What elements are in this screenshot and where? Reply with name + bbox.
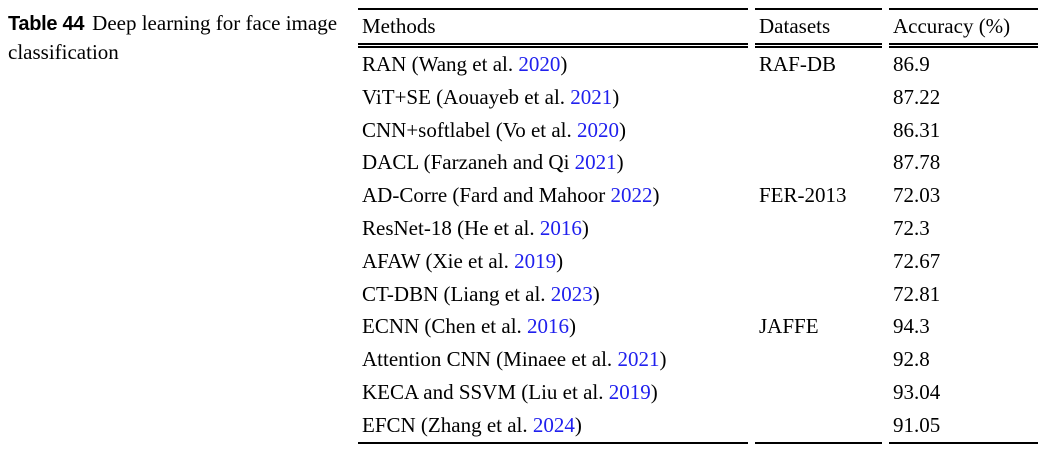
citation-year-link[interactable]: 2016	[539, 215, 582, 240]
accuracy-cell: 87.78	[893, 150, 941, 175]
accuracy-cell: 86.31	[893, 117, 941, 142]
method-cell: KECA and SSVM (Liu et al. 2019)	[358, 376, 748, 409]
method-suffix: )	[659, 347, 667, 372]
method-text: ECNN (Chen et al.	[362, 314, 528, 339]
table-row: ECNN (Chen et al. 2016) JAFFE 94.3	[358, 310, 1038, 343]
method-cell: RAN (Wang et al. 2020)	[358, 48, 748, 81]
accuracy-cell: 94.3	[893, 314, 930, 339]
table-row: ResNet-18 (He et al. 2016) 72.3	[358, 212, 1038, 245]
dataset-cell	[755, 212, 882, 245]
dataset-cell	[755, 278, 882, 311]
accuracy-cell: 91.05	[889, 409, 1038, 444]
method-suffix: )	[612, 84, 620, 109]
method-cell: EFCN (Zhang et al. 2024)	[358, 409, 748, 444]
results-table: Methods Datasets Accuracy (%) RAN (Wang …	[358, 8, 1038, 444]
accuracy-cell: 86.9	[893, 52, 930, 76]
method-text: RAN (Wang et al.	[362, 52, 519, 76]
method-text: CNN+softlabel (Vo et al.	[362, 117, 578, 142]
citation-year-link[interactable]: 2020	[577, 117, 620, 142]
method-cell: AD-Corre (Fard and Mahoor 2022)	[358, 179, 748, 212]
table-row: KECA and SSVM (Liu et al. 2019) 93.04	[358, 376, 1038, 409]
method-text: ResNet-18 (He et al.	[362, 215, 540, 240]
table-row: RAN (Wang et al. 2020) RAF-DB 86.9	[358, 48, 1038, 81]
dataset-cell	[755, 376, 882, 409]
method-suffix: )	[650, 379, 658, 404]
table-row: CT-DBN (Liang et al. 2023) 72.81	[358, 278, 1038, 311]
table-row: EFCN (Zhang et al. 2024) 91.05	[358, 409, 1038, 444]
citation-year-link[interactable]: 2016	[527, 314, 570, 339]
citation-year-link[interactable]: 2023	[550, 281, 593, 306]
method-suffix: )	[581, 215, 589, 240]
dataset-cell	[755, 114, 882, 147]
method-suffix: )	[560, 52, 568, 76]
col-header-accuracy: Accuracy (%)	[889, 8, 1038, 48]
method-text: DACL (Farzaneh and Qi	[362, 150, 575, 175]
table-caption-text: Deep learning for face image classificat…	[8, 11, 338, 64]
method-suffix: )	[569, 314, 577, 339]
table-row: Attention CNN (Minaee et al. 2021) 92.8	[358, 343, 1038, 376]
citation-year-link[interactable]: 2022	[610, 183, 653, 208]
accuracy-cell: 72.81	[893, 281, 941, 306]
method-text: ViT+SE (Aouayeb et al.	[362, 84, 571, 109]
method-cell: ViT+SE (Aouayeb et al. 2021)	[358, 81, 748, 114]
accuracy-cell: 92.8	[893, 347, 930, 372]
method-cell: Attention CNN (Minaee et al. 2021)	[358, 343, 748, 376]
method-suffix: )	[556, 248, 564, 273]
method-cell: ECNN (Chen et al. 2016)	[358, 310, 748, 343]
dataset-cell: RAF-DB	[759, 52, 837, 76]
method-text: AFAW (Xie et al.	[362, 248, 515, 273]
table-row: ViT+SE (Aouayeb et al. 2021) 87.22	[358, 81, 1038, 114]
method-suffix: )	[592, 281, 600, 306]
citation-year-link[interactable]: 2021	[574, 150, 617, 175]
method-suffix: )	[619, 117, 627, 142]
method-cell: CNN+softlabel (Vo et al. 2020)	[358, 114, 748, 147]
method-cell: DACL (Farzaneh and Qi 2021)	[358, 146, 748, 179]
method-suffix: )	[616, 150, 624, 175]
accuracy-cell: 87.22	[893, 84, 941, 109]
method-text: EFCN (Zhang et al.	[362, 412, 533, 437]
table-caption: Table 44 Deep learning for face image cla…	[8, 9, 343, 66]
citation-year-link[interactable]: 2024	[532, 412, 575, 437]
method-text: Attention CNN (Minaee et al.	[362, 347, 618, 372]
method-suffix: )	[574, 412, 582, 437]
table-row: AFAW (Xie et al. 2019) 72.67	[358, 245, 1038, 278]
dataset-cell	[755, 146, 882, 179]
citation-year-link[interactable]: 2020	[518, 52, 561, 76]
col-header-methods: Methods	[358, 8, 748, 48]
citation-year-link[interactable]: 2021	[570, 84, 613, 109]
table-caption-label: Table 44	[8, 13, 85, 35]
table-row: DACL (Farzaneh and Qi 2021) 87.78	[358, 146, 1038, 179]
dataset-cell	[755, 409, 882, 444]
accuracy-cell: 72.3	[893, 215, 930, 240]
col-header-datasets: Datasets	[755, 8, 882, 48]
table-row: CNN+softlabel (Vo et al. 2020) 86.31	[358, 114, 1038, 147]
method-text: CT-DBN (Liang et al.	[362, 281, 551, 306]
accuracy-cell: 93.04	[893, 379, 941, 404]
citation-year-link[interactable]: 2019	[608, 379, 651, 404]
dataset-cell: JAFFE	[759, 314, 819, 339]
citation-year-link[interactable]: 2019	[514, 248, 557, 273]
method-cell: AFAW (Xie et al. 2019)	[358, 245, 748, 278]
dataset-cell	[755, 81, 882, 114]
accuracy-cell: 72.67	[893, 248, 941, 273]
table-row: AD-Corre (Fard and Mahoor 2022) FER-2013…	[358, 179, 1038, 212]
dataset-cell	[755, 245, 882, 278]
method-text: KECA and SSVM (Liu et al.	[362, 379, 609, 404]
table-header-row: Methods Datasets Accuracy (%)	[358, 8, 1038, 48]
citation-year-link[interactable]: 2021	[617, 347, 660, 372]
method-suffix: )	[652, 183, 660, 208]
dataset-cell	[755, 343, 882, 376]
method-cell: CT-DBN (Liang et al. 2023)	[358, 278, 748, 311]
method-cell: ResNet-18 (He et al. 2016)	[358, 212, 748, 245]
method-text: AD-Corre (Fard and Mahoor	[362, 183, 611, 208]
accuracy-cell: 72.03	[893, 183, 941, 208]
dataset-cell: FER-2013	[759, 183, 847, 208]
